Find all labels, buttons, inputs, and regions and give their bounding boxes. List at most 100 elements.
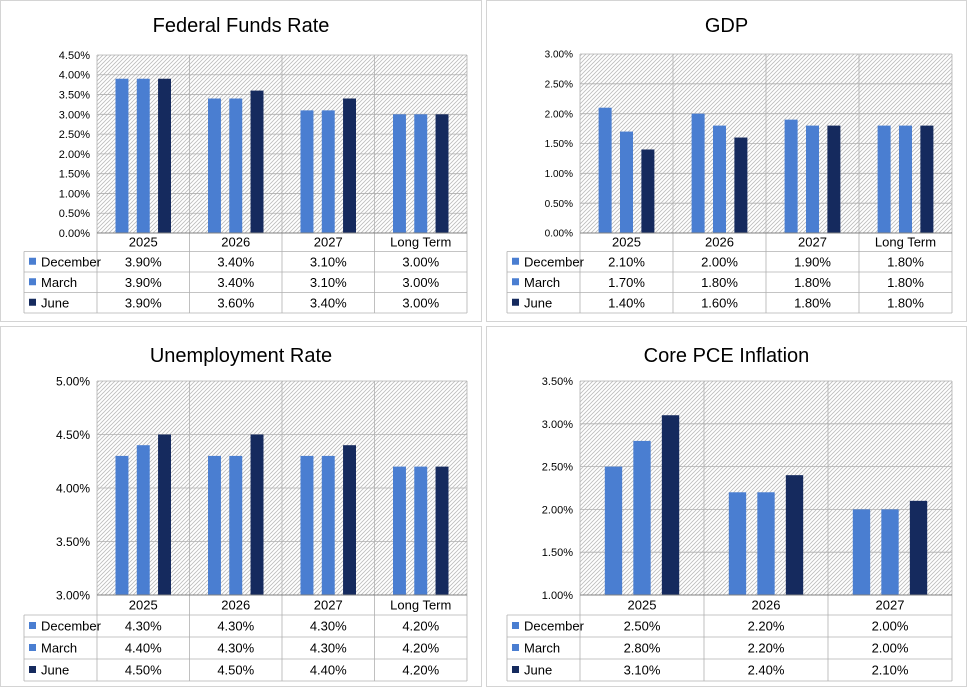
data-table-value: 2.00% [872, 619, 909, 634]
federal-funds-rate-chart: 0.00% 0.50% 1.00% 1.50% 2.00% 2.50% 3.00% 3.50%… [23, 50, 468, 314]
data-table-value: 3.10% [310, 275, 347, 290]
gdp-chart: 0.00% 0.50% 1.00% 1.50% 2.00% 2.50% 3.00% 2025 2… [506, 50, 953, 314]
data-table-value: 4.30% [310, 641, 347, 656]
legend-key-march [512, 644, 519, 651]
bar-december [784, 119, 798, 233]
data-table-value: 3.10% [624, 663, 661, 678]
data-table-value: 1.40% [608, 295, 645, 310]
y-tick-label: 3.00% [59, 109, 90, 121]
core-pce-inflation-panel: Core PCE Inflation 1.00% 1.50% 2.00% 2.50% 3… [486, 326, 967, 687]
bar-march [229, 455, 243, 595]
data-table-value: 3.90% [125, 295, 162, 310]
data-table-value: 2.20% [748, 619, 785, 634]
y-tick-label: 2.00% [542, 504, 573, 516]
x-tick-label: 2027 [798, 235, 827, 250]
x-tick-label: 2025 [129, 598, 158, 613]
y-tick-label: 2.00% [59, 149, 90, 161]
legend-label: March [41, 641, 77, 656]
bar-december [728, 492, 747, 595]
bar-june [920, 125, 934, 233]
chart-title: Unemployment Rate [149, 345, 333, 367]
bar-december [208, 455, 221, 595]
data-table-value: 3.10% [310, 254, 347, 269]
data-table-value: 2.40% [748, 663, 785, 678]
data-table-value: 4.30% [310, 619, 347, 634]
y-tick-label: 5.00% [56, 374, 90, 388]
chart-title: Federal Funds Rate [152, 15, 330, 37]
data-table-value: 4.40% [125, 641, 162, 656]
x-tick-label: 2026 [752, 598, 781, 613]
bar-june [158, 78, 171, 233]
data-table-value: 1.80% [794, 275, 831, 290]
bar-december [393, 466, 406, 595]
y-tick-label: 4.50% [56, 428, 90, 442]
data-table-value: 4.50% [217, 663, 254, 678]
data-table-value: 4.30% [217, 619, 254, 634]
bar-march [321, 455, 335, 595]
bar-june [827, 125, 841, 233]
bar-june [909, 500, 928, 595]
y-tick-label: 4.50% [59, 50, 90, 62]
legend-label: June [41, 663, 69, 678]
legend-key-june [29, 298, 36, 306]
bar-june [343, 445, 356, 595]
legend-label: June [524, 663, 552, 678]
data-table-value: 4.20% [402, 619, 439, 634]
y-tick-label: 4.00% [59, 70, 90, 82]
legend-key-june [29, 666, 36, 673]
y-tick-label: 3.50% [542, 376, 573, 388]
data-table-value: 4.30% [125, 619, 162, 634]
data-table-value: 4.50% [125, 663, 162, 678]
bar-december [115, 455, 129, 595]
y-tick-label: 3.50% [56, 535, 90, 549]
x-tick-label: Long Term [875, 235, 936, 250]
unemployment-rate-chart: 3.00% 3.50% 4.00% 4.50% 5.00% 2025 2026 2027 Lon… [23, 374, 468, 682]
data-table-value: 2.50% [624, 619, 661, 634]
y-tick-label: 2.50% [59, 129, 90, 141]
legend-key-march [29, 278, 36, 286]
legend-key-december [29, 257, 36, 265]
bar-december [598, 107, 612, 233]
legend-key-june [512, 298, 519, 306]
y-tick-label: 3.00% [542, 419, 573, 431]
y-tick-label: 3.00% [545, 50, 573, 61]
bar-june [343, 98, 356, 233]
y-tick-label: 4.00% [56, 481, 90, 495]
data-table-value: 2.20% [748, 641, 785, 656]
bar-march [881, 509, 899, 595]
data-table-value: 2.00% [872, 641, 909, 656]
bar-march [229, 98, 243, 233]
data-table-value: 1.80% [887, 254, 924, 269]
bar-march [321, 110, 335, 233]
bar-march [805, 125, 820, 233]
core-pce-inflation-chart: 1.00% 1.50% 2.00% 2.50% 3.00% 3.50% 2025 2026 20… [506, 376, 953, 682]
bar-june [158, 434, 171, 595]
y-tick-label: 0.50% [59, 208, 90, 220]
bar-december [852, 509, 871, 595]
y-tick-label: 0.00% [545, 229, 573, 240]
x-tick-label: Long Term [390, 235, 451, 250]
y-tick-label: 1.00% [545, 169, 573, 180]
bar-june [435, 114, 449, 233]
data-table-value: 4.30% [217, 641, 254, 656]
data-table-value: 1.60% [701, 295, 738, 310]
bar-june [661, 415, 680, 595]
chart-title: Core PCE Inflation [643, 345, 810, 367]
legend-label: June [41, 295, 69, 310]
legend-label: March [41, 275, 77, 290]
legend-label: March [524, 641, 560, 656]
bar-december [691, 113, 705, 233]
data-table-value: 1.70% [608, 275, 645, 290]
data-table-value: 3.40% [310, 295, 347, 310]
y-tick-label: 1.50% [59, 169, 90, 181]
x-tick-label: 2026 [705, 235, 734, 250]
bar-march [136, 78, 150, 233]
bar-june [250, 90, 264, 233]
bar-june [734, 137, 748, 233]
bar-december [877, 125, 891, 233]
x-tick-label: 2027 [314, 598, 343, 613]
legend-key-december [512, 622, 519, 629]
chart-title: GDP [704, 15, 749, 37]
bar-december [300, 110, 314, 233]
bar-march [414, 466, 428, 595]
